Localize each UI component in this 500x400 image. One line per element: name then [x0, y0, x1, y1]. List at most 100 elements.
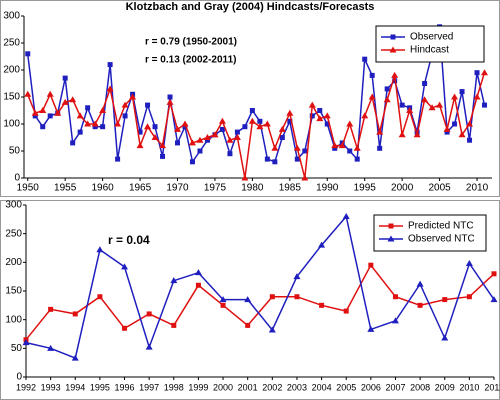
point — [219, 296, 227, 303]
x-tick-label: 1992 — [16, 382, 36, 392]
x-tick-label: 1965 — [129, 183, 152, 194]
x-tick-label: 2006 — [361, 382, 381, 392]
point — [197, 148, 203, 154]
y-tick-label: 300 — [3, 11, 20, 22]
point — [245, 322, 251, 328]
point — [47, 113, 53, 119]
y-tick-label: 250 — [3, 38, 20, 49]
point — [99, 107, 107, 113]
point — [451, 93, 459, 100]
point — [263, 120, 271, 127]
point — [392, 294, 398, 300]
point — [466, 294, 472, 300]
legend-label: Observed NTC — [408, 234, 475, 245]
legend-label: Hindcast — [410, 45, 449, 56]
x-tick-label: 1980 — [241, 183, 264, 194]
point — [233, 134, 241, 140]
point — [25, 51, 31, 57]
x-tick-label: 2004 — [312, 382, 332, 392]
point — [279, 135, 285, 140]
point — [171, 322, 177, 328]
point — [413, 131, 421, 138]
point — [218, 117, 226, 124]
x-tick-label: 2005 — [428, 183, 451, 194]
annotation: r = 0.79 (1950-2001) — [145, 37, 237, 48]
x-tick-label: 1960 — [91, 183, 114, 194]
point — [100, 124, 106, 130]
x-tick-label: 2009 — [435, 382, 455, 392]
point — [367, 325, 375, 332]
annotation: r = 0.13 (2002-2011) — [145, 55, 236, 66]
point — [152, 124, 158, 130]
point — [188, 139, 196, 146]
point — [85, 105, 91, 111]
point — [384, 86, 390, 92]
point — [361, 112, 369, 119]
point — [77, 129, 83, 135]
point — [72, 311, 78, 317]
series-line — [25, 214, 495, 360]
point — [219, 126, 225, 132]
point — [32, 113, 38, 119]
x-tick-label: 2001 — [238, 382, 258, 392]
point — [174, 125, 182, 132]
point — [166, 98, 174, 105]
point — [195, 282, 201, 288]
x-tick-label: 1985 — [279, 183, 302, 194]
point — [196, 136, 204, 143]
point — [491, 271, 497, 277]
point — [422, 81, 428, 86]
point — [84, 120, 92, 127]
point — [241, 174, 249, 181]
x-tick-label: 1999 — [188, 382, 208, 392]
point — [465, 259, 473, 266]
y-tick-label: 0 — [14, 173, 20, 184]
point — [383, 96, 391, 103]
point — [436, 101, 444, 108]
point — [145, 102, 151, 108]
point — [203, 134, 211, 140]
point — [368, 93, 376, 100]
point — [115, 156, 121, 162]
point — [227, 151, 233, 157]
point — [114, 120, 122, 127]
point — [46, 90, 54, 97]
point — [452, 121, 458, 127]
y-tick-label: 50 — [11, 343, 23, 354]
point — [338, 142, 346, 149]
point — [362, 56, 368, 62]
point — [399, 102, 405, 108]
point — [249, 108, 255, 113]
point — [226, 136, 234, 143]
point — [332, 145, 338, 151]
point — [293, 144, 301, 151]
point — [473, 93, 481, 100]
x-tick-label: 1997 — [139, 382, 159, 392]
point — [490, 296, 498, 303]
chart-title: Klotzbach and Gray (2004) Hindcasts/Fore… — [126, 1, 375, 13]
point — [264, 156, 270, 162]
point — [211, 131, 219, 138]
point — [441, 334, 449, 341]
y-tick-label: 150 — [3, 92, 20, 103]
point — [421, 96, 429, 103]
point — [242, 124, 248, 130]
point — [121, 263, 129, 270]
point — [319, 302, 325, 308]
x-tick-label: 2007 — [385, 382, 405, 392]
y-tick-label: 200 — [3, 65, 20, 76]
point — [467, 137, 473, 143]
y-tick-label: 250 — [5, 228, 22, 239]
x-tick-label: 2002 — [262, 382, 282, 392]
point — [406, 107, 414, 113]
point — [48, 306, 54, 312]
point — [92, 124, 98, 130]
point — [324, 121, 330, 127]
point — [194, 269, 202, 276]
point — [182, 124, 188, 130]
point — [181, 120, 189, 127]
point — [302, 148, 308, 154]
x-tick-label: 1995 — [354, 183, 377, 194]
point — [481, 69, 489, 76]
point — [97, 294, 103, 300]
